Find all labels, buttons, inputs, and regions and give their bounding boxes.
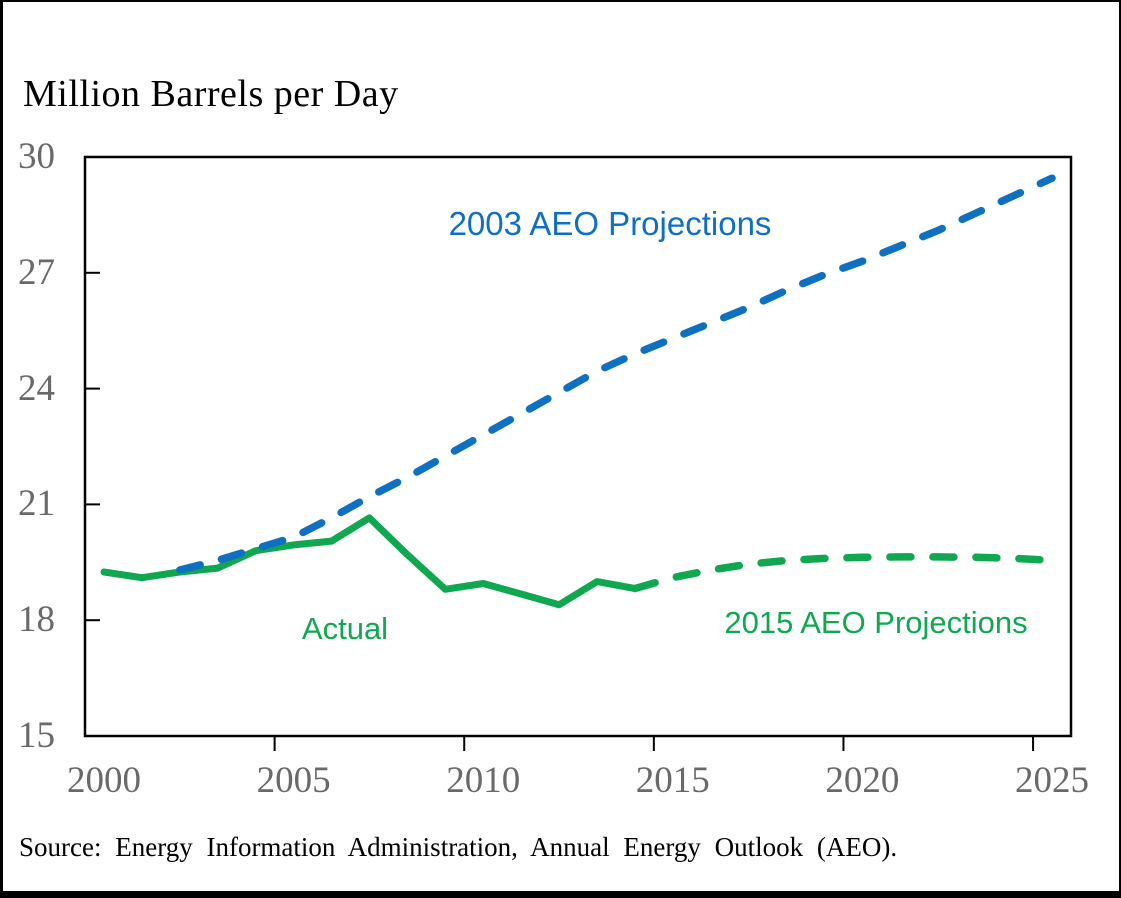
x-tick-label: 2020 <box>825 760 900 801</box>
annotation-actual: Actual <box>301 611 389 646</box>
actual-line <box>100 514 639 609</box>
x-tick-label: 2005 <box>256 760 331 801</box>
x-tick-label: 2010 <box>446 760 521 801</box>
x-tick-label: 2015 <box>635 760 710 801</box>
y-tick-label: 24 <box>18 367 55 409</box>
x-tick-label: 2000 <box>66 760 141 801</box>
2015-aeo-projections-line <box>631 553 1056 593</box>
line-chart <box>83 155 1073 751</box>
x-tick-label: 2025 <box>1015 760 1090 801</box>
y-tick-label: 15 <box>18 715 55 756</box>
2003-aeo-projections-line <box>176 174 1056 574</box>
source-note: Source: Energy Information Administratio… <box>19 832 898 862</box>
y-tick-label: 18 <box>18 599 55 641</box>
page-title: Million Barrels per Day <box>23 73 399 115</box>
y-tick-label: 27 <box>18 251 55 293</box>
plot-border <box>83 155 1073 738</box>
annotation-2003-aeo-projections: 2003 AEO Projections <box>448 205 772 242</box>
y-tick-label: 30 <box>18 136 55 177</box>
annotation-2015-aeo-projections: 2015 AEO Projections <box>724 605 1028 640</box>
y-tick-label: 21 <box>18 483 55 525</box>
